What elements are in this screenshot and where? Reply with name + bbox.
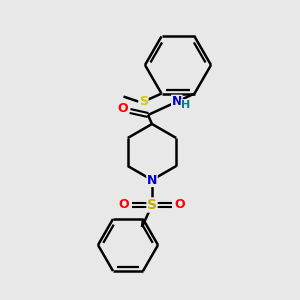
Text: N: N [147, 173, 157, 187]
Text: H: H [181, 100, 190, 110]
Text: N: N [172, 95, 182, 108]
Text: O: O [119, 199, 129, 212]
Text: O: O [175, 199, 185, 212]
Text: S: S [139, 95, 148, 108]
Text: S: S [147, 198, 157, 212]
Text: O: O [118, 103, 128, 116]
